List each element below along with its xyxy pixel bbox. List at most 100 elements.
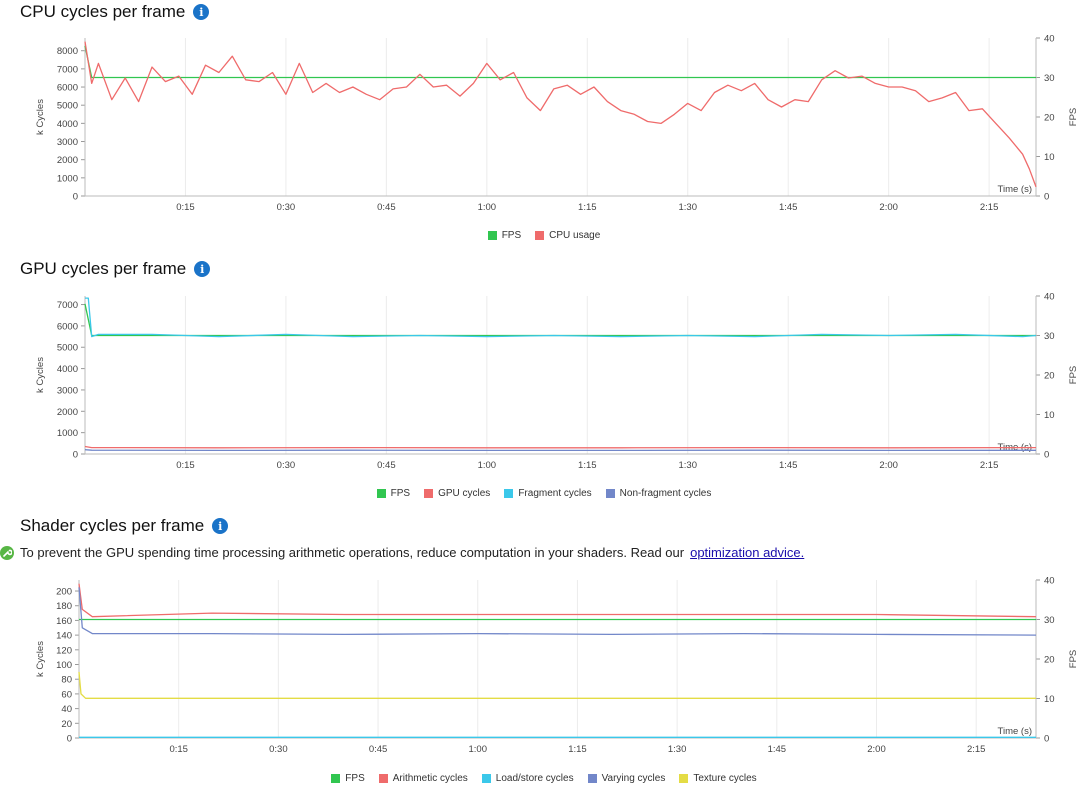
legend-item-varying-cycles[interactable]: Varying cycles xyxy=(587,773,666,784)
y-tick-label: 3000 xyxy=(57,385,78,396)
y-tick-label: 6000 xyxy=(57,321,78,332)
legend-label: CPU usage xyxy=(549,230,601,241)
x-tick-label: 1:30 xyxy=(678,460,697,471)
legend-swatch xyxy=(504,489,514,498)
legend-item-cpu-usage[interactable]: CPU usage xyxy=(535,230,600,241)
shader-chart-title: Shader cycles per frame i xyxy=(20,516,229,536)
y-tick-label: 140 xyxy=(56,631,72,642)
y-tick-label: 80 xyxy=(61,675,72,686)
x-tick-label: 0:30 xyxy=(277,202,296,213)
x-tick-label: 0:15 xyxy=(169,744,188,755)
y2-tick-label: 0 xyxy=(1044,450,1049,461)
legend-label: Varying cycles xyxy=(601,773,666,784)
y-tick-label: 5000 xyxy=(57,343,78,354)
y-tick-label: 2000 xyxy=(57,155,78,166)
legend-swatch xyxy=(481,774,491,783)
x-tick-label: 1:15 xyxy=(578,460,597,471)
y2-tick-label: 0 xyxy=(1044,192,1049,203)
legend-item-fragment-cycles[interactable]: Fragment cycles xyxy=(504,488,592,499)
y2-tick-label: 40 xyxy=(1044,576,1055,587)
x-tick-label: 2:00 xyxy=(867,744,886,755)
x-tick-label: 0:30 xyxy=(269,744,288,755)
y-tick-label: 4000 xyxy=(57,119,78,130)
wrench-icon xyxy=(0,545,14,560)
legend-swatch xyxy=(331,774,341,783)
series-line-cpu-usage[interactable] xyxy=(84,41,1037,188)
x-tick-label: 0:45 xyxy=(369,744,388,755)
x-tick-label: 1:45 xyxy=(779,460,798,471)
optimization-advice-link[interactable]: optimization advice. xyxy=(690,545,805,560)
x-tick-label: 1:00 xyxy=(469,744,488,755)
cpu-title-text: CPU cycles per frame xyxy=(20,2,186,21)
y-tick-label: 180 xyxy=(56,601,72,612)
y2-tick-label: 20 xyxy=(1044,655,1055,666)
y-tick-label: 0 xyxy=(73,192,78,203)
y-tick-label: 7000 xyxy=(57,64,78,75)
x-tick-label: 1:30 xyxy=(678,202,697,213)
x-tick-label: 0:45 xyxy=(377,202,396,213)
series-line-fps[interactable] xyxy=(84,45,1036,79)
y-axis-title: k Cycles xyxy=(35,641,46,677)
series-line-fragment-cycles[interactable] xyxy=(85,297,1037,338)
legend-item-fps[interactable]: FPS xyxy=(376,488,411,499)
y-tick-label: 160 xyxy=(56,616,72,627)
y-tick-label: 60 xyxy=(61,689,72,700)
y2-tick-label: 20 xyxy=(1044,113,1055,124)
legend-swatch xyxy=(378,774,388,783)
info-icon[interactable]: i xyxy=(193,4,210,20)
legend-item-fps[interactable]: FPS xyxy=(487,230,522,241)
legend-item-non-fragment-cycles[interactable]: Non-fragment cycles xyxy=(605,488,712,499)
series-line-non-fragment-cycles[interactable] xyxy=(84,449,1037,452)
legend-label: FPS xyxy=(390,488,411,499)
info-icon[interactable]: i xyxy=(212,518,229,534)
series-line-arithmetic-cycles[interactable] xyxy=(78,583,1037,618)
series-line-texture-cycles[interactable] xyxy=(78,671,1036,699)
y-tick-label: 0 xyxy=(67,734,72,745)
y-tick-label: 100 xyxy=(56,660,72,671)
legend-label: Non-fragment cycles xyxy=(619,488,712,499)
y-tick-label: 1000 xyxy=(57,173,78,184)
x-axis-title: Time (s) xyxy=(998,184,1032,195)
x-tick-label: 1:15 xyxy=(578,202,597,213)
series-line-varying-cycles[interactable] xyxy=(78,587,1037,636)
y2-axis-title: FPS xyxy=(1068,108,1079,126)
x-tick-label: 2:15 xyxy=(967,744,986,755)
y2-axis-title: FPS xyxy=(1068,650,1079,668)
x-tick-label: 1:00 xyxy=(478,460,497,471)
legend-item-gpu-cycles[interactable]: GPU cycles xyxy=(424,488,490,499)
y-tick-label: 40 xyxy=(61,704,72,715)
y-tick-label: 4000 xyxy=(57,364,78,375)
y2-tick-label: 40 xyxy=(1044,292,1055,303)
y2-tick-label: 20 xyxy=(1044,371,1055,382)
y2-axis-title: FPS xyxy=(1068,366,1079,384)
y2-tick-label: 10 xyxy=(1044,410,1055,421)
legend-item-fps[interactable]: FPS xyxy=(331,773,365,784)
series-line-gpu-cycles[interactable] xyxy=(84,445,1037,449)
y-tick-label: 2000 xyxy=(57,407,78,418)
x-tick-label: 0:15 xyxy=(176,202,195,213)
x-tick-label: 2:00 xyxy=(879,460,898,471)
legend-swatch xyxy=(535,231,545,240)
x-tick-label: 2:00 xyxy=(879,202,898,213)
series-line-fps[interactable] xyxy=(84,303,1036,337)
legend-label: Texture cycles xyxy=(693,773,757,784)
legend-swatch xyxy=(605,489,615,498)
legend-label: Load/store cycles xyxy=(495,773,574,784)
x-tick-label: 1:45 xyxy=(779,202,798,213)
gpu-chart: 0:15 0:30 0:45 1:00 1:15 1:30 1:45 2:00 2:150100… xyxy=(35,292,1079,472)
gpu-chart-title: GPU cycles per frame i xyxy=(20,259,211,279)
cpu-chart-legend: FPS CPU usage xyxy=(0,230,1088,241)
y2-tick-label: 30 xyxy=(1044,331,1055,342)
info-icon[interactable]: i xyxy=(194,261,211,277)
x-tick-label: 1:15 xyxy=(568,744,587,755)
shader-chart-legend: FPS Arithmetic cycles Load/store cycles Var… xyxy=(0,773,1088,784)
y-tick-label: 8000 xyxy=(57,46,78,57)
y-tick-label: 200 xyxy=(56,587,72,598)
legend-label: FPS xyxy=(501,230,522,241)
y2-tick-label: 10 xyxy=(1044,152,1055,163)
legend-item-arithmetic-cycles[interactable]: Arithmetic cycles xyxy=(378,773,468,784)
legend-item-load-store-cycles[interactable]: Load/store cycles xyxy=(481,773,574,784)
legend-swatch xyxy=(587,774,597,783)
legend-item-texture-cycles[interactable]: Texture cycles xyxy=(679,773,757,784)
legend-swatch xyxy=(487,231,497,240)
